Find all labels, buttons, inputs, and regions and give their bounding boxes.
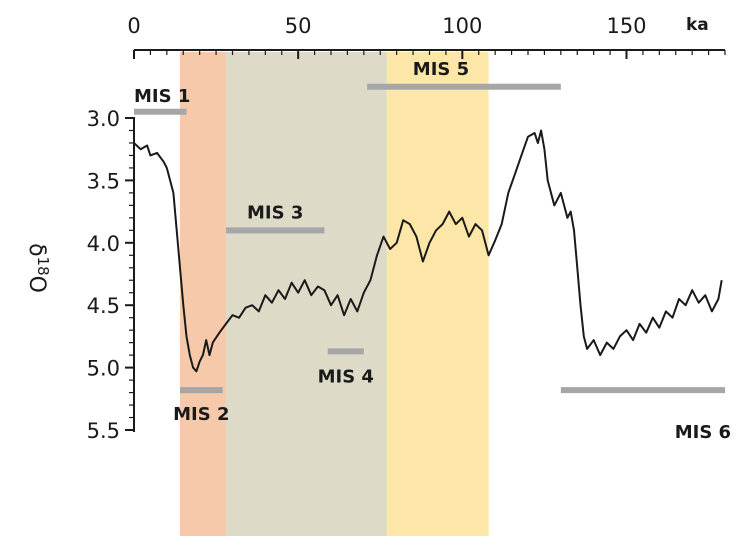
y-tick-label: 4.5 [87, 294, 120, 318]
x-tick-label: 150 [606, 14, 646, 38]
y-tick-label: 3.5 [87, 169, 120, 193]
mis-3-label: MIS 3 [247, 202, 303, 223]
series-line-1 [133, 129, 723, 373]
y-tick-label: 5.5 [87, 419, 120, 443]
stage-shading [179, 52, 489, 536]
stage-band-1 [179, 52, 226, 536]
series-layer [133, 129, 723, 373]
x-tick-label: 50 [285, 14, 312, 38]
mis-6-label: MIS 6 [675, 422, 731, 443]
axes: 0 50 100 150 3.0 3.5 4.0 4.5 5.0 5.5 [87, 14, 726, 443]
y-tick-label: 3.0 [87, 107, 120, 131]
y-axis-label-sup: 18 [34, 257, 52, 276]
x-axis-unit-label: ka [686, 15, 709, 35]
x-tick-label: 100 [442, 14, 482, 38]
x-tick-label: 0 [127, 14, 140, 38]
y-axis-label-suffix: O [24, 276, 49, 293]
stage-band-3 [386, 52, 489, 536]
mis-2-label: MIS 2 [173, 404, 229, 425]
stage-band-2 [225, 52, 387, 536]
mis-5-label: MIS 5 [413, 59, 469, 80]
stage-bars: MIS 1 MIS 2 MIS 3 MIS 4 MIS 5 MIS 6 [134, 59, 731, 443]
y-tick-label: 5.0 [87, 357, 120, 381]
y-axis-label-base: δ [24, 243, 49, 256]
y-axis-label: δ18O [24, 243, 52, 293]
y-tick-label: 4.0 [87, 232, 120, 256]
mis-1-label: MIS 1 [134, 86, 190, 107]
mis-4-label: MIS 4 [318, 366, 374, 387]
